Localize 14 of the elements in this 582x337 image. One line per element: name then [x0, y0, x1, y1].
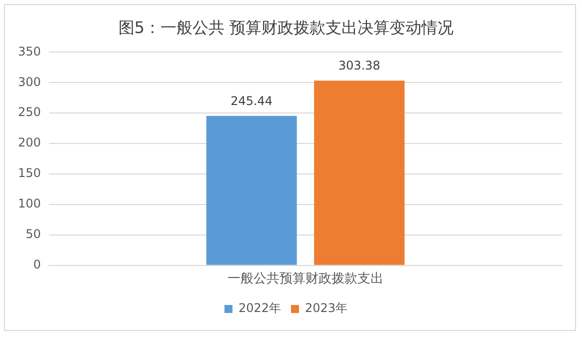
y-tick-label: 0: [33, 258, 41, 272]
y-tick-label: 200: [18, 136, 41, 150]
chart-title: 图5：一般公共 预算财政拨款支出决算变动情况: [118, 18, 454, 37]
legend-label: 2022年: [238, 301, 282, 316]
x-tick-label: 一般公共预算财政拨款支出: [227, 272, 384, 287]
data-label: 303.38: [338, 58, 380, 73]
y-tick-label: 100: [18, 196, 41, 211]
y-tick-label: 50: [26, 227, 41, 242]
y-tick-label: 300: [18, 74, 41, 89]
legend-label: 2023年: [305, 301, 348, 316]
y-tick-label: 250: [18, 105, 41, 120]
y-tick-label: 150: [18, 166, 41, 180]
data-label: 245.44: [230, 94, 273, 108]
y-tick-label: 350: [18, 44, 41, 58]
